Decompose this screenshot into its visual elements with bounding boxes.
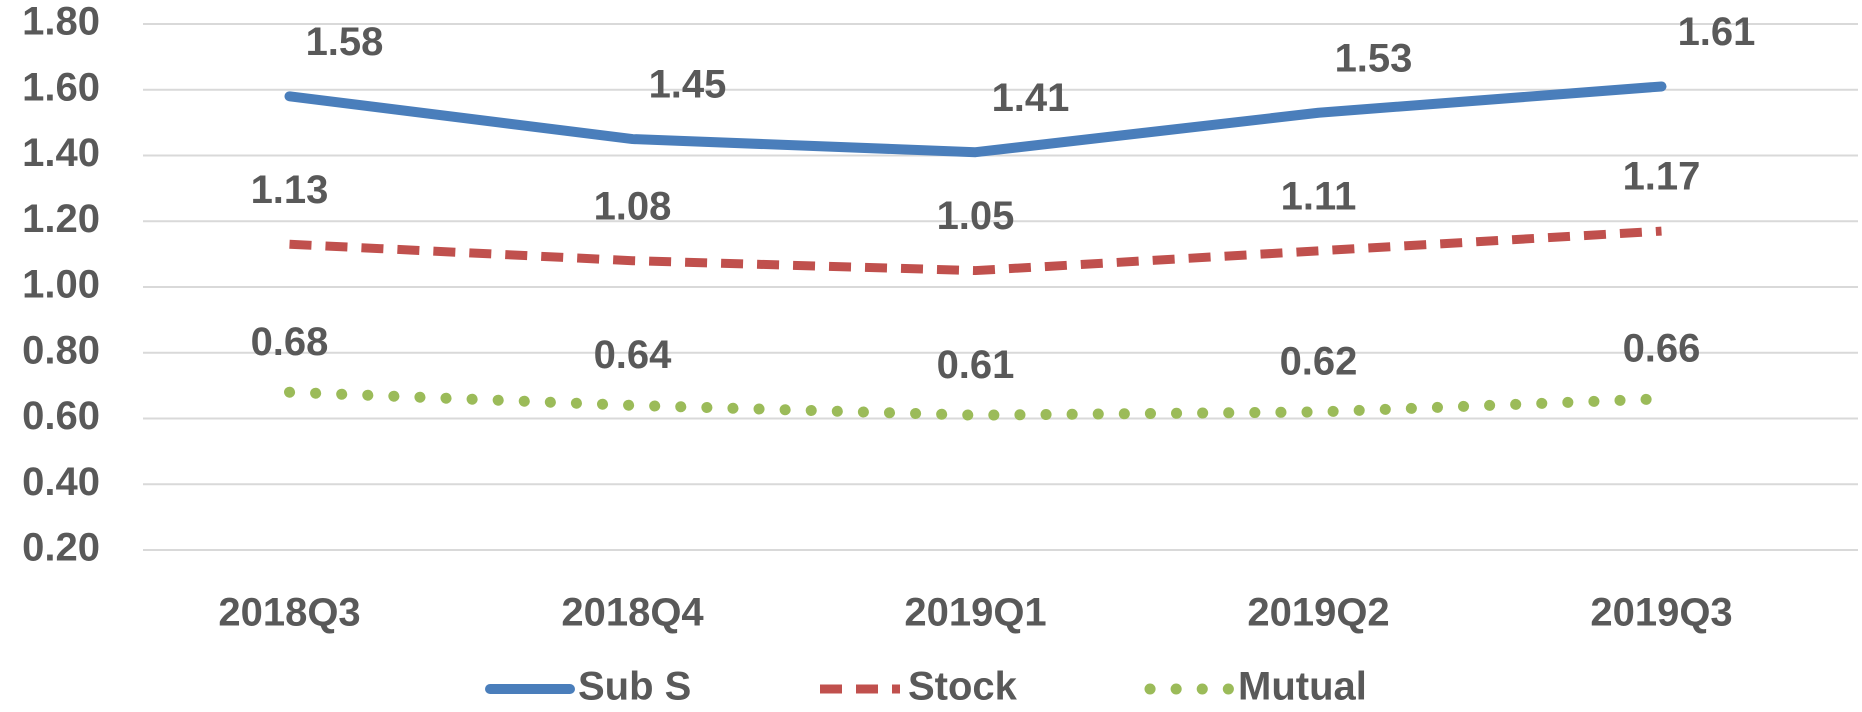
data-label: 1.45 — [649, 63, 727, 107]
series-line — [284, 386, 1667, 421]
y-tick-label: 1.40 — [22, 131, 100, 175]
data-label: 0.62 — [1280, 339, 1358, 383]
data-label: 1.08 — [594, 184, 672, 228]
legend-label: Mutual — [1238, 665, 1367, 709]
data-label: 0.68 — [251, 320, 329, 364]
data-label: 1.17 — [1623, 155, 1701, 199]
data-label: 1.13 — [251, 168, 329, 212]
data-label: 0.61 — [937, 343, 1015, 387]
x-tick-label: 2018Q3 — [218, 591, 360, 635]
data-label: 1.05 — [937, 194, 1015, 238]
legend-label: Sub S — [578, 665, 691, 709]
data-label: 0.66 — [1623, 326, 1701, 370]
data-label: 0.64 — [594, 333, 673, 377]
data-label: 1.58 — [306, 20, 384, 64]
data-label: 1.61 — [1678, 10, 1756, 54]
x-tick-label: 2019Q1 — [904, 591, 1046, 635]
y-tick-label: 0.60 — [22, 394, 100, 438]
legend-label: Stock — [908, 665, 1018, 709]
data-label: 1.41 — [992, 76, 1070, 120]
series-line — [289, 226, 1662, 276]
y-tick-label: 0.80 — [22, 328, 100, 372]
y-tick-label: 1.60 — [22, 65, 100, 109]
series-line — [284, 81, 1667, 158]
y-tick-label: 0.20 — [22, 526, 100, 570]
data-label: 1.53 — [1335, 36, 1413, 80]
y-tick-label: 0.40 — [22, 460, 100, 504]
x-tick-label: 2019Q2 — [1247, 591, 1389, 635]
y-tick-label: 1.20 — [22, 197, 100, 241]
data-label: 1.11 — [1281, 174, 1357, 218]
x-tick-label: 2018Q4 — [561, 591, 704, 635]
y-tick-label: 1.00 — [22, 263, 100, 307]
y-tick-label: 1.80 — [22, 0, 100, 44]
x-tick-label: 2019Q3 — [1590, 591, 1732, 635]
